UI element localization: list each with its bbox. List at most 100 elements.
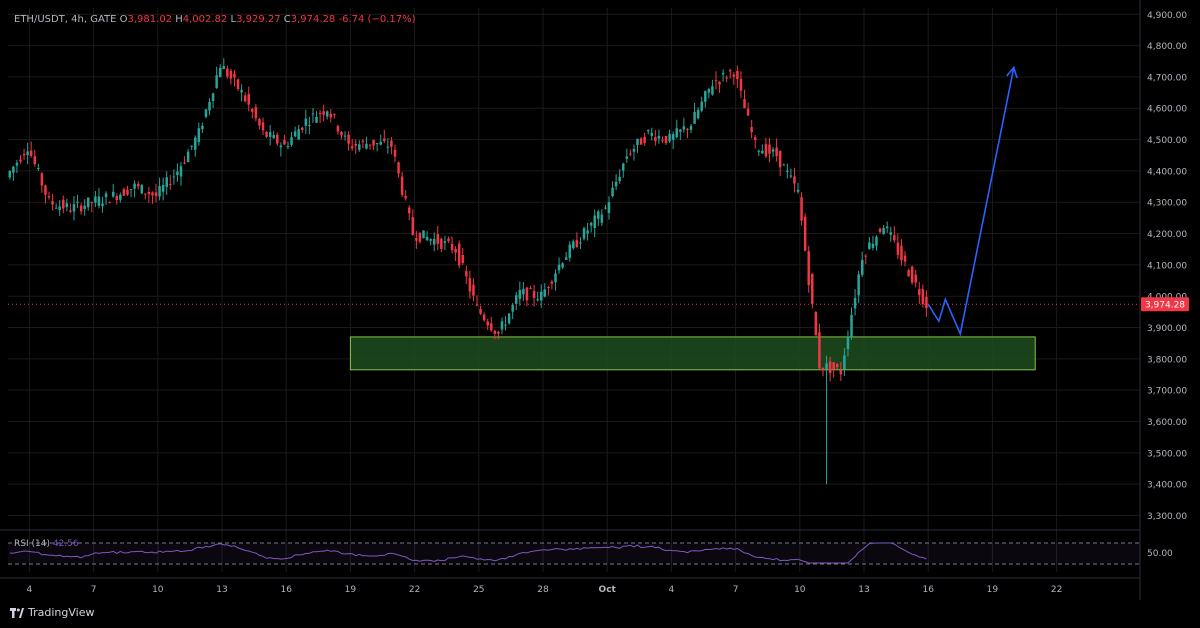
candle-body: [372, 139, 375, 146]
candle-body: [465, 270, 468, 277]
candle-body: [333, 114, 336, 116]
candle-body: [151, 192, 154, 196]
candle-body: [757, 150, 761, 152]
candle-body: [714, 80, 718, 82]
candle-body: [814, 311, 818, 336]
rsi-line[interactable]: [9, 542, 927, 564]
candle-body: [322, 111, 325, 115]
candle-body: [500, 321, 504, 330]
candle-body: [807, 251, 810, 286]
demand-zone[interactable]: [349, 336, 1036, 371]
candle-body: [857, 274, 860, 296]
candle-body: [764, 144, 768, 157]
candle-body: [283, 139, 286, 145]
candle-body: [254, 107, 258, 119]
x-tick-label: 19: [345, 585, 357, 595]
candle-body: [743, 99, 746, 109]
candle-body: [226, 68, 229, 77]
candle-body: [529, 288, 532, 290]
symbol-legend[interactable]: ETH/USDT, 4h, GATE O3,981.02 H4,002.82 L…: [14, 14, 416, 25]
last-price-badge[interactable]: [1141, 297, 1189, 312]
candle-body: [604, 207, 607, 209]
x-tick-label: 4: [27, 585, 33, 595]
y-tick-label: 4,800.00: [1147, 42, 1187, 52]
tradingview-brand: TradingView: [28, 606, 95, 619]
open-value: 3,981.02: [127, 14, 173, 25]
candle-body: [771, 149, 775, 152]
candle-body: [479, 309, 482, 314]
candle-body: [475, 304, 479, 306]
candle-body: [550, 281, 554, 284]
candle-body: [611, 187, 614, 197]
candle-body: [539, 291, 543, 301]
candle-body: [301, 127, 304, 130]
candle-body: [54, 207, 58, 209]
candle-body: [422, 230, 425, 239]
candle-body: [343, 135, 347, 137]
candle-body: [811, 273, 814, 304]
candle-body: [875, 236, 878, 246]
candle-body: [668, 133, 671, 142]
rsi-legend[interactable]: RSI (14) 42.56: [14, 539, 79, 549]
y-tick-label: 3,400.00: [1147, 481, 1187, 491]
candle-body: [522, 288, 525, 295]
rsi-level-label: 50.00: [1147, 549, 1173, 559]
candle-body: [176, 171, 179, 176]
candle-body: [415, 238, 418, 241]
y-tick-label: 3,600.00: [1147, 418, 1187, 428]
candle-body: [62, 199, 65, 209]
projection-path[interactable]: [927, 67, 1015, 337]
candle-body: [26, 151, 29, 156]
candles: [8, 58, 928, 485]
x-tick-label: 19: [987, 585, 999, 595]
open-label: O: [119, 14, 128, 25]
candle-body: [87, 197, 90, 208]
candle-body: [304, 118, 308, 126]
candle-body: [186, 151, 190, 163]
candle-body: [411, 217, 415, 235]
candle-body: [350, 146, 354, 149]
candle-body: [354, 143, 357, 146]
candle-body: [72, 204, 76, 212]
candle-body: [154, 192, 158, 196]
candle-body: [19, 159, 22, 162]
candle-body: [122, 189, 126, 196]
candle-body: [297, 129, 300, 140]
candle-body: [147, 192, 151, 195]
tradingview-footer[interactable]: TradingView: [10, 606, 94, 619]
candle-body: [51, 200, 54, 205]
candle-body: [15, 162, 19, 166]
candle-body: [347, 134, 350, 144]
candle-body: [682, 126, 686, 130]
candle-body: [632, 149, 636, 152]
candle-body: [825, 363, 828, 369]
candle-body: [607, 202, 611, 213]
candle-body: [568, 244, 571, 258]
candle-body: [94, 196, 97, 203]
x-tick-label: 13: [216, 585, 227, 595]
candle-body: [397, 162, 400, 174]
candle-body: [910, 266, 914, 283]
candle-body: [375, 143, 379, 145]
candle-body: [240, 89, 243, 93]
candle-body: [629, 153, 632, 155]
candle-body: [400, 176, 404, 195]
candle-body: [843, 355, 846, 370]
candle-body: [582, 228, 586, 239]
candle-body: [386, 146, 390, 148]
candle-body: [746, 108, 750, 116]
candle-body: [169, 184, 172, 186]
candle-body: [589, 222, 593, 226]
candle-body: [365, 143, 368, 149]
candle-body: [361, 140, 365, 142]
last-price-badge-text: 3,974.28: [1145, 301, 1185, 311]
candle-body: [293, 131, 297, 137]
candle-body: [268, 132, 272, 137]
y-tick-label: 3,900.00: [1147, 324, 1187, 334]
candle-body: [572, 241, 575, 249]
candle-body: [515, 295, 518, 304]
candle-body: [276, 134, 279, 144]
candle-body: [108, 202, 111, 204]
candle-body: [158, 185, 161, 197]
